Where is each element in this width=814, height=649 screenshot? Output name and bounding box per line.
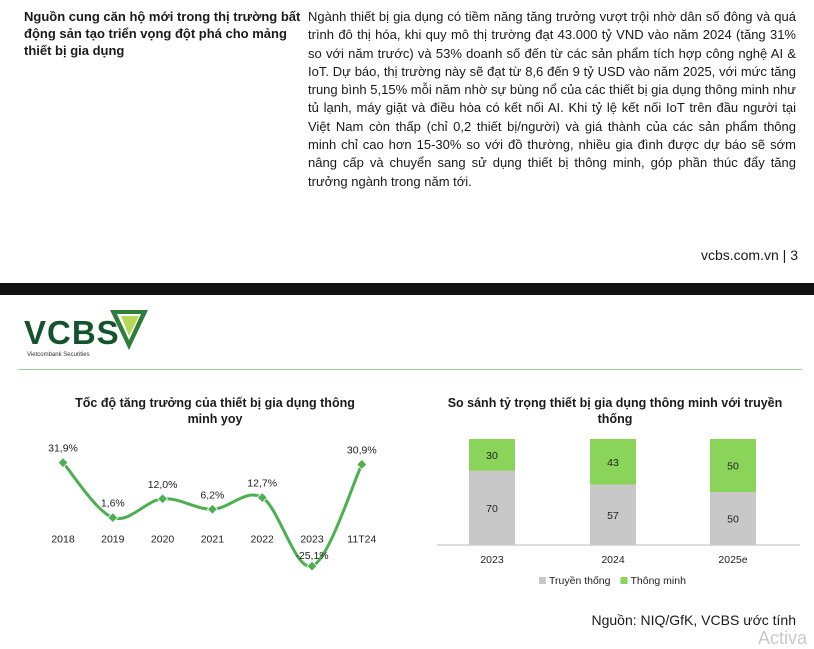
- legend-label: Truyền thống: [549, 575, 611, 587]
- bar-value-label: 70: [486, 503, 498, 515]
- data-point-marker: [256, 491, 268, 503]
- legend-swatch: [620, 577, 628, 584]
- data-label: 1,6%: [101, 498, 125, 510]
- x-tick-label: 2023: [480, 554, 504, 566]
- data-label: 31,9%: [48, 443, 78, 455]
- bar-segment: [469, 470, 515, 545]
- x-tick-label: 2024: [601, 554, 625, 566]
- page-break-bar: [0, 283, 814, 295]
- bar-segment: [469, 439, 515, 471]
- x-tick-label: 2020: [151, 534, 175, 546]
- header-divider: [18, 369, 802, 370]
- bar-value-label: 57: [607, 510, 619, 522]
- bar-chart-title: So sánh tỷ trọng thiết bị gia dụng thông…: [447, 396, 783, 426]
- page-footer: vcbs.com.vn | 3: [701, 247, 798, 263]
- bar-segment: [710, 439, 756, 492]
- source-note: Nguồn: NIQ/GfK, VCBS ước tính: [591, 612, 796, 628]
- data-point-marker: [206, 503, 218, 515]
- bar-segment: [590, 439, 636, 485]
- bar-value-label: 30: [486, 450, 498, 462]
- data-label: 12,7%: [247, 477, 277, 489]
- data-label: 12,0%: [148, 479, 178, 491]
- x-tick-label: 2025e: [718, 554, 747, 566]
- bar-segment: [590, 484, 636, 545]
- vcbs-shield-icon: [110, 310, 148, 350]
- bar-value-label: 50: [727, 461, 739, 473]
- legend-label: Thông minh: [630, 575, 686, 587]
- x-tick-label: 2021: [201, 534, 225, 546]
- bar-value-label: 43: [607, 457, 619, 469]
- data-point-marker: [107, 512, 119, 524]
- bar-segment: [710, 492, 756, 545]
- logo-subtext: Vietcombank Securities: [27, 352, 90, 358]
- data-point-marker: [356, 458, 368, 470]
- body-paragraph: Ngành thiết bị gia dụng có tiềm năng tăn…: [308, 9, 796, 189]
- data-label: -25,1%: [295, 550, 328, 562]
- data-point-marker: [306, 560, 318, 572]
- x-tick-label: 2018: [51, 534, 75, 546]
- bar-value-label: 50: [727, 514, 739, 526]
- share-stacked-bar-chart: 70 30 2023 57 43 2024 50 50 2025e Truyền thống Thô…: [437, 439, 800, 587]
- activation-watermark: Activa: [758, 628, 808, 648]
- data-point-marker: [157, 493, 169, 505]
- section-heading: Nguồn cung căn hộ mới trong thị trường b…: [24, 9, 301, 58]
- footer-site-link[interactable]: vcbs.com.vn: [700, 247, 779, 263]
- legend-swatch: [539, 577, 546, 584]
- footer-separator: |: [782, 247, 787, 263]
- x-tick-label: 11T24: [347, 534, 376, 546]
- line-chart-title: Tốc độ tăng trưởng của thiết bị gia dụng…: [75, 396, 355, 426]
- data-label: 30,9%: [347, 444, 377, 456]
- data-label: 6,2%: [200, 489, 224, 501]
- page-number: 3: [790, 247, 798, 263]
- x-tick-label: 2023: [300, 534, 324, 546]
- x-tick-label: 2019: [101, 534, 125, 546]
- data-point-marker: [57, 457, 69, 469]
- growth-line-chart: 31,9% 2018 1,6% 2019 12,0% 2020 6,2% 2021 12,7% 2…: [48, 443, 377, 572]
- logo-wordmark: VCBS: [24, 314, 120, 351]
- x-tick-label: 2022: [251, 534, 275, 546]
